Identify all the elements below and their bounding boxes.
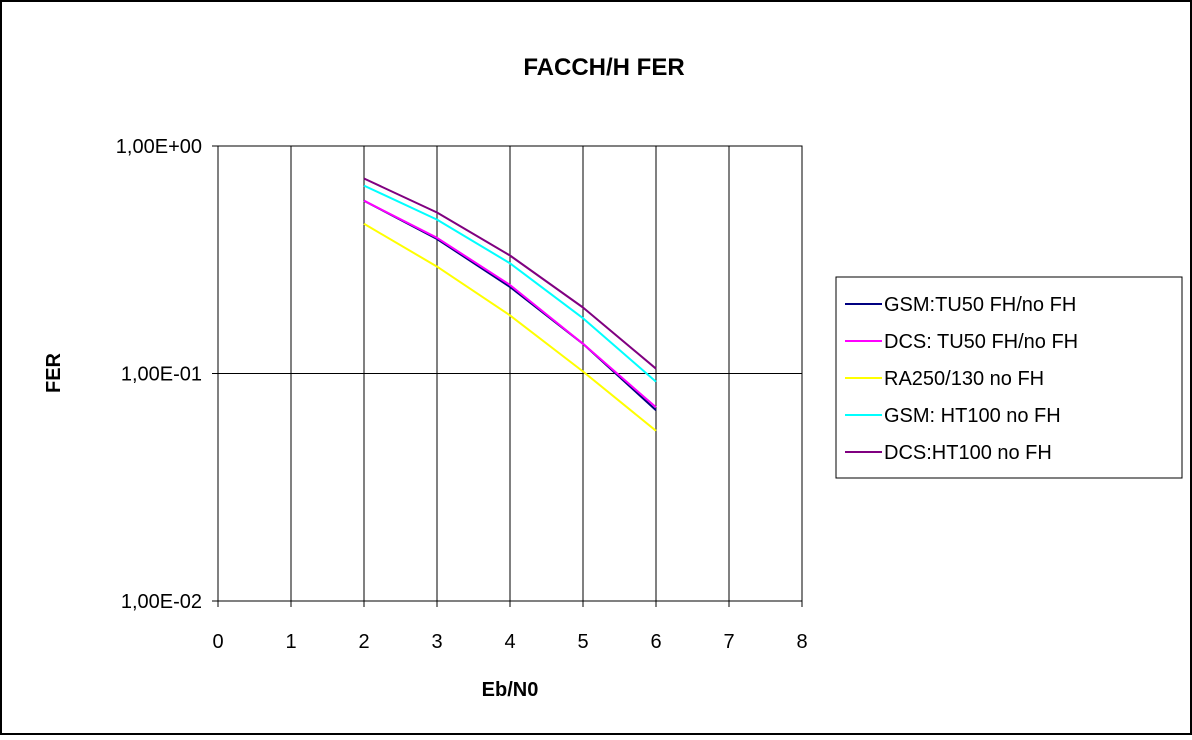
legend: GSM:TU50 FH/no FH DCS: TU50 FH/no FH RA250…: [835, 276, 1183, 479]
x-tick-label: 1: [285, 631, 296, 653]
x-tick-labels: 0 1 2 3 4 5 6 7 8: [212, 631, 807, 653]
legend-label-2: DCS: TU50 FH/no FH: [884, 331, 1078, 353]
series-line-4: [363, 184, 657, 383]
x-tick-label: 8: [796, 631, 807, 653]
grid-lines: [218, 146, 802, 601]
y-tick-label: 1,00E-01: [121, 364, 202, 386]
x-tick-label: 3: [431, 631, 442, 653]
series-line-5: [363, 177, 657, 370]
x-tick-label: 5: [577, 631, 588, 653]
x-tick-label: 0: [212, 631, 223, 653]
legend-label-5: DCS:HT100 no FH: [884, 442, 1052, 464]
y-axis-label: FER: [43, 352, 65, 393]
chart-title: FACCH/H FER: [523, 54, 684, 81]
series-lines: [363, 177, 657, 432]
legend-box: [835, 276, 1183, 479]
y-tick-labels: 1,00E+00 1,00E-01 1,00E-02: [116, 136, 202, 613]
legend-items: GSM:TU50 FH/no FH DCS: TU50 FH/no FH RA250…: [845, 294, 1078, 464]
y-tick-label: 1,00E+00: [116, 136, 202, 158]
legend-label-4: GSM: HT100 no FH: [884, 405, 1061, 427]
plot-area: [212, 145, 803, 607]
x-tick-label: 7: [723, 631, 734, 653]
x-axis-label: Eb/N0: [482, 679, 539, 701]
x-tick-label: 6: [650, 631, 661, 653]
series-line-3: [363, 222, 657, 432]
tick-marks: [212, 145, 803, 607]
y-tick-label: 1,00E-02: [121, 591, 202, 613]
legend-label-1: GSM:TU50 FH/no FH: [884, 294, 1076, 316]
legend-label-3: RA250/130 no FH: [884, 368, 1044, 390]
series-line-2: [363, 199, 657, 409]
x-tick-label: 4: [504, 631, 515, 653]
x-tick-label: 2: [358, 631, 369, 653]
